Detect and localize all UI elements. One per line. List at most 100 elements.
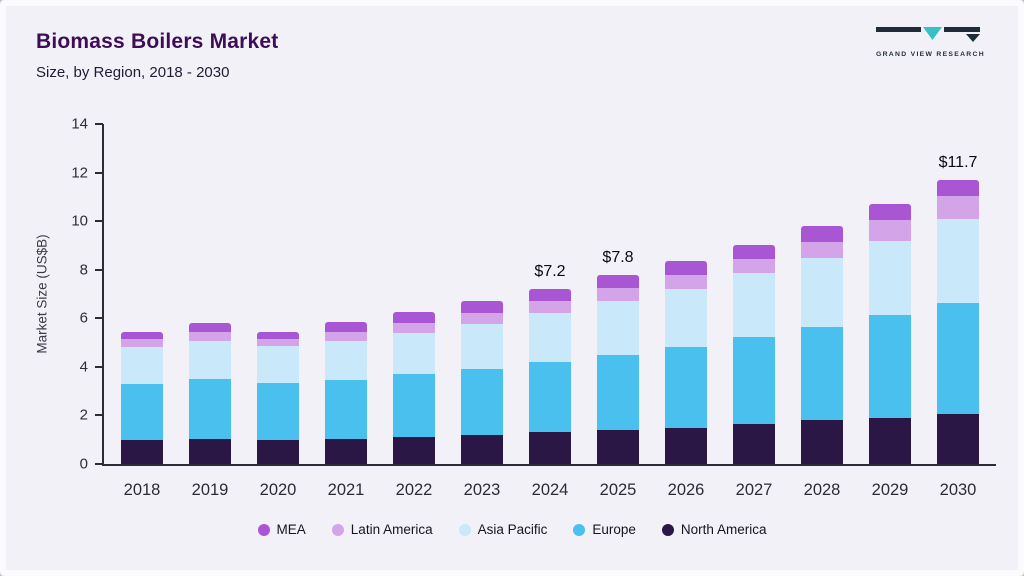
bar-2029[interactable]: 2029 xyxy=(869,124,911,499)
bar-segment-latin-america[interactable] xyxy=(597,287,639,302)
legend-label: Latin America xyxy=(350,522,433,537)
y-tick-mark xyxy=(95,317,103,320)
y-tick-label: 2 xyxy=(79,406,88,424)
bar-segment-asia-pacific[interactable] xyxy=(937,218,979,303)
bar-segment-europe[interactable] xyxy=(121,383,163,440)
bar-segment-europe[interactable] xyxy=(733,336,775,424)
bar-segment-latin-america[interactable] xyxy=(937,195,979,219)
y-tick-mark xyxy=(95,123,103,125)
x-tick-label: 2024 xyxy=(531,481,569,499)
bar-segment-asia-pacific[interactable] xyxy=(257,346,299,383)
x-tick-label: 2021 xyxy=(327,481,365,499)
bar-segment-asia-pacific[interactable] xyxy=(665,289,707,348)
bar-segment-north-america[interactable] xyxy=(937,414,979,464)
legend-item-europe[interactable]: Europe xyxy=(573,522,636,537)
bar-segment-north-america[interactable] xyxy=(869,417,911,464)
legend-item-north-america[interactable]: North America xyxy=(661,522,766,537)
bar-segment-mea[interactable] xyxy=(325,321,367,332)
bar-segment-asia-pacific[interactable] xyxy=(869,240,911,315)
bar-segment-asia-pacific[interactable] xyxy=(189,341,231,379)
bar-segment-north-america[interactable] xyxy=(529,432,571,464)
bar-2019[interactable]: 2019 xyxy=(189,124,231,499)
bar-segment-asia-pacific[interactable] xyxy=(597,301,639,355)
x-tick-label: 2019 xyxy=(191,481,229,499)
bar-segment-mea[interactable] xyxy=(121,331,163,339)
legend-item-mea[interactable]: MEA xyxy=(257,522,306,537)
bar-2024[interactable]: $7.2 2024 xyxy=(529,124,571,499)
bar-segment-asia-pacific[interactable] xyxy=(801,257,843,327)
y-tick-label: 0 xyxy=(79,455,88,473)
bar-2018[interactable]: 2018 xyxy=(121,124,163,499)
bar-segment-asia-pacific[interactable] xyxy=(393,332,435,375)
bar-2022[interactable]: 2022 xyxy=(393,124,435,499)
legend-item-asia-pacific[interactable]: Asia Pacific xyxy=(458,522,547,537)
bar-segment-latin-america[interactable] xyxy=(189,331,231,342)
y-axis-title: Market Size (US$B) xyxy=(34,234,50,354)
bar-segment-europe[interactable] xyxy=(257,382,299,440)
bar-segment-north-america[interactable] xyxy=(461,434,503,464)
bar-segment-europe[interactable] xyxy=(325,380,367,439)
bar-segment-mea[interactable] xyxy=(733,245,775,259)
bar-segment-north-america[interactable] xyxy=(257,439,299,464)
bar-2020[interactable]: 2020 xyxy=(257,124,299,499)
bar-segment-north-america[interactable] xyxy=(665,427,707,464)
bar-segment-asia-pacific[interactable] xyxy=(325,341,367,381)
bar-segment-asia-pacific[interactable] xyxy=(733,273,775,337)
bar-2028[interactable]: 2028 xyxy=(801,124,843,499)
bar-segment-europe[interactable] xyxy=(461,369,503,435)
bar-segment-mea[interactable] xyxy=(257,331,299,339)
bar-segment-latin-america[interactable] xyxy=(257,338,299,347)
bar-segment-asia-pacific[interactable] xyxy=(121,347,163,384)
bar-segment-latin-america[interactable] xyxy=(121,338,163,348)
bar-segment-latin-america[interactable] xyxy=(325,331,367,342)
bar-2027[interactable]: 2027 xyxy=(733,124,775,499)
bar-segment-north-america[interactable] xyxy=(121,439,163,464)
bar-segment-mea[interactable] xyxy=(869,204,911,220)
bar-segment-europe[interactable] xyxy=(393,374,435,438)
bar-segment-latin-america[interactable] xyxy=(461,313,503,325)
bar-2026[interactable]: 2026 xyxy=(665,124,707,499)
bar-segment-mea[interactable] xyxy=(665,261,707,275)
y-tick-label: 6 xyxy=(79,309,88,327)
bar-2021[interactable]: 2021 xyxy=(325,124,367,499)
legend-swatch-europe xyxy=(573,523,586,536)
bar-segment-mea[interactable] xyxy=(937,179,979,196)
bar-segment-latin-america[interactable] xyxy=(801,241,843,258)
bar-segment-latin-america[interactable] xyxy=(665,274,707,290)
bar-segment-latin-america[interactable] xyxy=(869,219,911,241)
bar-segment-mea[interactable] xyxy=(801,226,843,242)
page-title: Biomass Boilers Market xyxy=(36,30,279,53)
bar-segment-europe[interactable] xyxy=(937,302,979,415)
bar-segment-asia-pacific[interactable] xyxy=(461,324,503,370)
bar-2025[interactable]: $7.8 2025 xyxy=(597,124,639,499)
bar-segment-north-america[interactable] xyxy=(801,420,843,464)
bar-segment-north-america[interactable] xyxy=(733,423,775,464)
bar-segment-europe[interactable] xyxy=(665,347,707,428)
bar-segment-mea[interactable] xyxy=(597,274,639,288)
bar-segment-mea[interactable] xyxy=(393,312,435,324)
bar-segment-latin-america[interactable] xyxy=(733,258,775,274)
bar-segment-latin-america[interactable] xyxy=(393,323,435,333)
bar-segment-asia-pacific[interactable] xyxy=(529,313,571,363)
bar-2023[interactable]: 2023 xyxy=(461,124,503,499)
bar-segment-north-america[interactable] xyxy=(597,430,639,464)
bar-segment-europe[interactable] xyxy=(529,362,571,433)
bar-segment-europe[interactable] xyxy=(597,354,639,430)
bar-segment-mea[interactable] xyxy=(189,323,231,332)
bar-segment-europe[interactable] xyxy=(869,314,911,418)
y-tick-mark xyxy=(95,463,103,465)
bar-segment-north-america[interactable] xyxy=(189,438,231,464)
bar-segment-mea[interactable] xyxy=(461,301,503,314)
y-tick-mark xyxy=(95,414,103,417)
bar-segment-latin-america[interactable] xyxy=(529,301,571,314)
legend-item-latin-america[interactable]: Latin America xyxy=(331,522,433,537)
y-tick-mark xyxy=(95,171,103,174)
bar-segment-europe[interactable] xyxy=(189,379,231,439)
bar-segment-europe[interactable] xyxy=(801,326,843,421)
bar-segment-mea[interactable] xyxy=(529,289,571,302)
subtitle: Size, by Region, 2018 - 2030 xyxy=(36,64,230,81)
bar-segment-north-america[interactable] xyxy=(393,437,435,464)
bar-segment-north-america[interactable] xyxy=(325,438,367,464)
logo-mark-icon xyxy=(876,27,980,42)
bar-2030[interactable]: $11.7 2030 xyxy=(937,124,979,499)
